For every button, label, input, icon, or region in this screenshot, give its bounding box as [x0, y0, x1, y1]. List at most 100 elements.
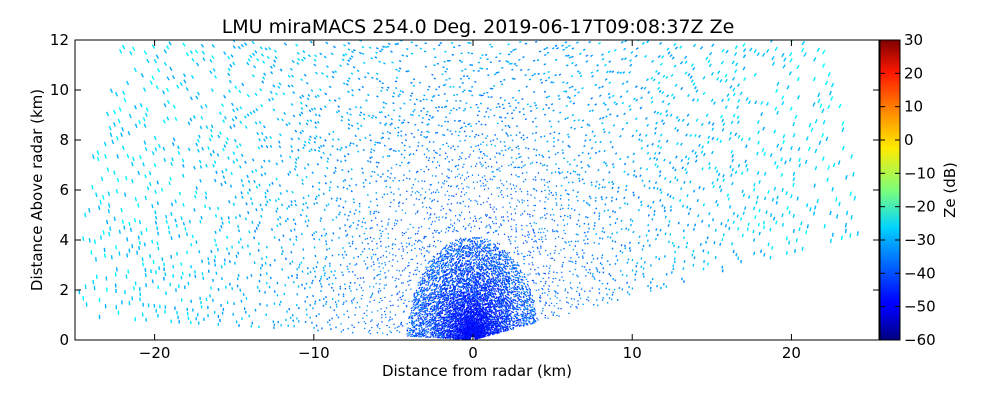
echo-gate: [412, 110, 415, 113]
echo-gate: [655, 121, 658, 125]
echo-gate: [421, 144, 424, 147]
echo-gate: [711, 181, 714, 185]
echo-gate: [538, 228, 541, 230]
echo-gate: [714, 256, 717, 260]
echo-gate: [485, 311, 488, 314]
echo-gate: [753, 251, 756, 256]
echo-gate: [558, 279, 561, 281]
echo-gate: [586, 123, 589, 126]
echo-gate: [665, 109, 669, 113]
echo-gate: [567, 44, 571, 48]
echo-gate: [741, 189, 744, 194]
echo-gate: [702, 76, 706, 80]
echo-gate: [630, 51, 634, 54]
echo-gate: [494, 264, 497, 267]
echo-gate: [524, 239, 527, 242]
echo-gate: [557, 235, 560, 238]
echo-gate: [526, 213, 529, 216]
echo-gate: [438, 216, 440, 219]
echo-gate: [603, 63, 607, 67]
echo-gate: [529, 268, 532, 271]
echo-gate: [568, 56, 572, 59]
echo-gate: [673, 64, 677, 68]
echo-gate: [721, 265, 724, 269]
echo-gate: [511, 117, 514, 120]
echo-gate: [506, 261, 509, 264]
echo-gate: [491, 293, 494, 295]
echo-gate: [501, 277, 504, 280]
echo-gate: [510, 235, 512, 238]
echo-gate: [492, 284, 495, 287]
echo-gate: [453, 266, 456, 269]
echo-gate: [541, 292, 544, 295]
echo-gate: [795, 238, 798, 243]
echo-gate: [541, 154, 544, 157]
echo-gate: [538, 153, 541, 156]
echo-gate: [532, 301, 535, 304]
echo-gate: [496, 310, 499, 312]
echo-gate: [605, 70, 609, 74]
echo-gate: [640, 146, 644, 150]
echo-gate: [608, 171, 611, 174]
echo-gate: [420, 131, 423, 134]
echo-gate: [502, 259, 504, 262]
echo-gate: [492, 276, 495, 279]
echo-gate: [519, 296, 522, 298]
echo-gate: [665, 113, 669, 117]
echo-gate: [659, 112, 663, 116]
echo-gate: [514, 288, 517, 291]
echo-gate: [494, 315, 497, 318]
echo-gate: [513, 290, 516, 293]
echo-gate: [707, 262, 709, 266]
echo-gate: [492, 269, 495, 272]
echo-gate: [490, 294, 493, 297]
echo-gate: [529, 293, 532, 296]
echo-gate: [680, 142, 683, 146]
echo-gate: [487, 313, 490, 316]
echo-gate: [513, 208, 516, 211]
echo-gate: [490, 312, 493, 315]
echo-gate: [494, 267, 497, 270]
echo-gate: [735, 253, 738, 257]
echo-gate: [511, 282, 514, 285]
echo-gate: [746, 227, 749, 231]
echo-gate: [611, 163, 615, 166]
echo-gate: [566, 95, 570, 99]
echo-gate: [497, 267, 500, 270]
echo-gate: [745, 97, 749, 101]
echo-gate: [543, 72, 546, 75]
echo-gate: [573, 209, 576, 212]
echo-gate: [500, 310, 503, 313]
echo-gate: [552, 271, 555, 273]
echo-gate: [492, 260, 495, 263]
echo-gate: [526, 224, 528, 227]
echo-gate: [742, 66, 746, 71]
echo-gate: [654, 181, 658, 185]
echo-gate: [496, 269, 499, 272]
echo-gate: [703, 260, 706, 264]
echo-gate: [654, 69, 659, 73]
echo-gate: [511, 303, 514, 305]
echo-gate: [625, 227, 628, 230]
echo-gate: [569, 217, 572, 220]
echo-gate: [518, 265, 520, 267]
echo-gate: [625, 80, 629, 84]
echo-gate: [493, 313, 496, 316]
echo-gate: [669, 54, 673, 58]
echo-gate: [398, 67, 402, 70]
echo-gate: [524, 74, 527, 77]
echo-gate: [852, 172, 855, 177]
echo-gate: [615, 255, 618, 258]
echo-gate: [507, 255, 510, 258]
echo-gate: [506, 311, 509, 313]
echo-gate: [493, 260, 496, 263]
echo-gate: [718, 185, 722, 189]
echo-gate: [655, 158, 659, 161]
echo-gate: [499, 270, 502, 273]
echo-gate: [560, 271, 563, 274]
echo-gate: [634, 117, 638, 121]
echo-gate: [598, 271, 601, 274]
echo-gate: [517, 145, 520, 148]
echo-gate: [517, 101, 520, 104]
echo-gate: [525, 301, 528, 304]
